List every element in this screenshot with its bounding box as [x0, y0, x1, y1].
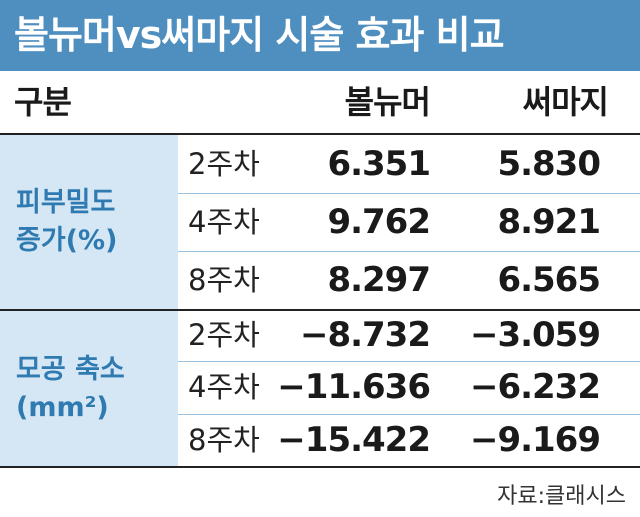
section-label-pore-reduction: 모공 축소 (mm²) — [0, 311, 178, 466]
section-divider — [0, 309, 640, 311]
week-label: 4주차 — [188, 205, 260, 239]
row-divider — [178, 361, 640, 362]
section-label-line: 모공 축소 — [16, 353, 125, 385]
header-thermage: 써마지 — [522, 83, 609, 121]
header-divider — [0, 133, 640, 135]
thermage-value: 8.921 — [497, 202, 601, 242]
thermage-value: 5.830 — [497, 144, 601, 184]
row-divider — [178, 414, 640, 415]
section-label-skin-density: 피부밀도 증가(%) — [0, 135, 178, 309]
table-header: 구분 볼뉴머 써마지 — [0, 71, 640, 133]
table-row: 4주차 −11.636 −6.232 — [178, 358, 640, 416]
section-label-line: (mm²) — [16, 391, 109, 423]
table-bottom-border — [0, 466, 640, 468]
volnewmer-value: 6.351 — [327, 144, 431, 184]
week-label: 2주차 — [188, 318, 260, 352]
volnewmer-value: −15.422 — [277, 420, 431, 460]
week-label: 4주차 — [188, 370, 260, 404]
header-volnewmer: 볼뉴머 — [344, 83, 431, 121]
volnewmer-value: −11.636 — [277, 367, 431, 407]
volnewmer-value: 9.762 — [327, 202, 431, 242]
week-label: 8주차 — [188, 423, 260, 457]
table-row: 4주차 9.762 8.921 — [178, 193, 640, 251]
page-title: 볼뉴머vs써마지 시술 효과 비교 — [0, 0, 640, 71]
table-row: 8주차 −15.422 −9.169 — [178, 411, 640, 469]
thermage-value: 6.565 — [497, 260, 601, 300]
row-divider — [178, 251, 640, 252]
source-note: 자료:클래시스 — [497, 484, 626, 509]
volnewmer-value: 8.297 — [327, 260, 431, 300]
section-label-line: 피부밀도 — [16, 187, 116, 218]
volnewmer-value: −8.732 — [299, 315, 431, 355]
week-label: 8주차 — [188, 263, 260, 297]
thermage-value: −6.232 — [469, 367, 601, 407]
table-row: 2주차 −8.732 −3.059 — [178, 306, 640, 364]
thermage-value: −9.169 — [469, 420, 601, 460]
table-row: 2주차 6.351 5.830 — [178, 135, 640, 193]
section-label-line: 증가(%) — [16, 225, 118, 256]
row-divider — [178, 193, 640, 194]
week-label: 2주차 — [188, 147, 260, 181]
thermage-value: −3.059 — [469, 315, 601, 355]
table-row: 8주차 8.297 6.565 — [178, 251, 640, 309]
header-category: 구분 — [14, 83, 72, 121]
